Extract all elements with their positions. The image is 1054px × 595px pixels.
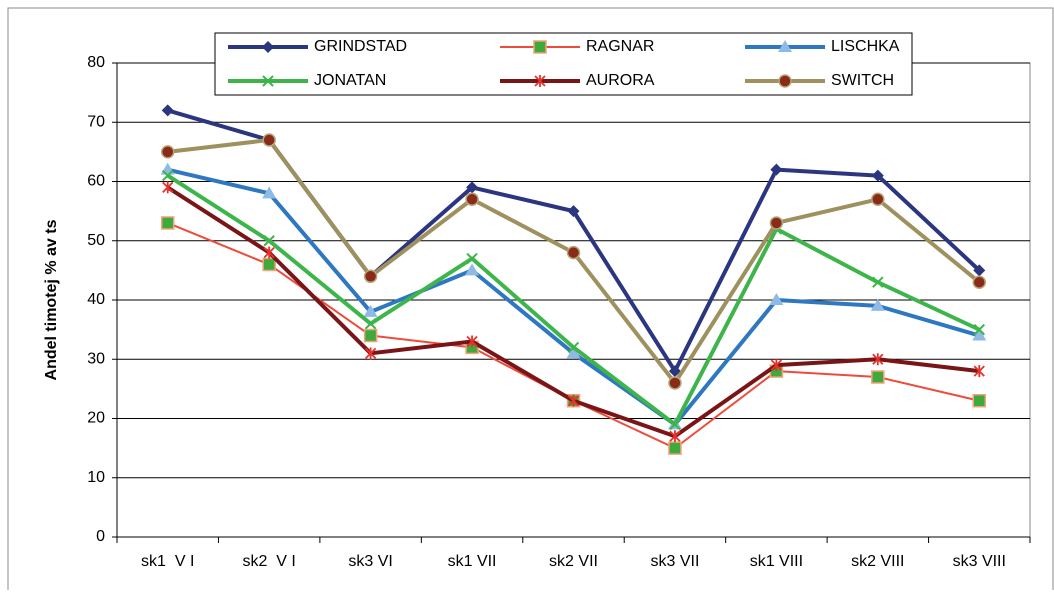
marker <box>770 359 783 372</box>
marker <box>262 41 274 53</box>
marker <box>160 216 175 230</box>
x-tick-label: sk2 VII <box>549 553 598 570</box>
marker <box>262 75 274 87</box>
x-tick-label: sk3 VIII <box>953 553 1006 570</box>
marker <box>567 394 580 407</box>
marker <box>973 264 986 277</box>
y-tick-label: 70 <box>87 113 105 130</box>
marker <box>972 393 987 408</box>
marker <box>872 353 884 366</box>
marker <box>567 205 580 218</box>
marker <box>162 181 174 194</box>
marker <box>364 317 377 330</box>
legend-label: SWITCH <box>831 72 894 89</box>
frame <box>7 7 1054 595</box>
marker <box>778 74 792 88</box>
marker <box>669 418 681 431</box>
marker <box>466 252 478 265</box>
marker <box>566 245 581 260</box>
marker <box>466 181 479 194</box>
marker <box>262 186 277 199</box>
marker <box>161 104 174 117</box>
x-tick-label: sk2 V I <box>242 553 295 570</box>
marker <box>972 275 987 289</box>
y-tick-label: 20 <box>87 410 105 427</box>
x-tick-label: sk1 VII <box>448 553 497 570</box>
y-tick-label: 60 <box>87 173 105 190</box>
marker <box>668 376 682 390</box>
x-tick-label: sk3 VII <box>650 553 699 570</box>
x-tick-label: sk3 VI <box>348 553 392 570</box>
y-tick-label: 30 <box>87 350 105 367</box>
marker <box>872 276 884 288</box>
marker <box>567 341 580 354</box>
marker <box>160 162 175 175</box>
marker <box>534 75 546 87</box>
marker <box>770 163 783 176</box>
y-axis-label: Andel timotej % av ts <box>43 219 60 380</box>
marker <box>465 263 480 276</box>
marker <box>769 293 784 305</box>
marker <box>566 346 581 359</box>
marker <box>466 335 478 348</box>
marker <box>871 192 885 207</box>
marker <box>363 269 378 284</box>
marker <box>668 365 681 378</box>
marker <box>363 328 378 343</box>
marker <box>160 145 175 159</box>
y-tick-label: 40 <box>87 291 105 308</box>
marker <box>972 328 987 341</box>
legend-label: AURORA <box>586 72 655 89</box>
marker <box>769 216 784 230</box>
x-tick-label: sk1 V I <box>141 553 194 570</box>
marker <box>465 192 479 207</box>
marker <box>669 430 681 443</box>
marker <box>870 298 885 311</box>
x-tick-label: sk1 VIII <box>750 553 803 570</box>
marker <box>973 323 985 336</box>
legend-label: LISCHKA <box>831 38 900 55</box>
marker <box>363 304 378 317</box>
y-tick-label: 80 <box>87 54 105 71</box>
y-tick-label: 50 <box>87 232 105 249</box>
marker <box>778 40 792 52</box>
marker <box>871 169 884 182</box>
marker <box>263 246 275 259</box>
y-tick-label: 0 <box>96 528 105 545</box>
legend-label: JONATAN <box>314 72 386 89</box>
legend-label: RAGNAR <box>586 38 654 55</box>
marker <box>668 441 682 455</box>
legend <box>214 32 913 96</box>
legend-label: GRINDSTAD <box>314 38 407 55</box>
x-tick-label: sk2 VIII <box>851 553 904 570</box>
marker <box>871 370 885 384</box>
marker <box>262 133 276 147</box>
marker <box>263 235 275 247</box>
marker <box>364 347 377 360</box>
marker <box>162 169 174 182</box>
marker <box>973 365 985 378</box>
y-tick-label: 10 <box>87 469 105 486</box>
marker <box>533 40 547 54</box>
marker <box>262 257 276 272</box>
